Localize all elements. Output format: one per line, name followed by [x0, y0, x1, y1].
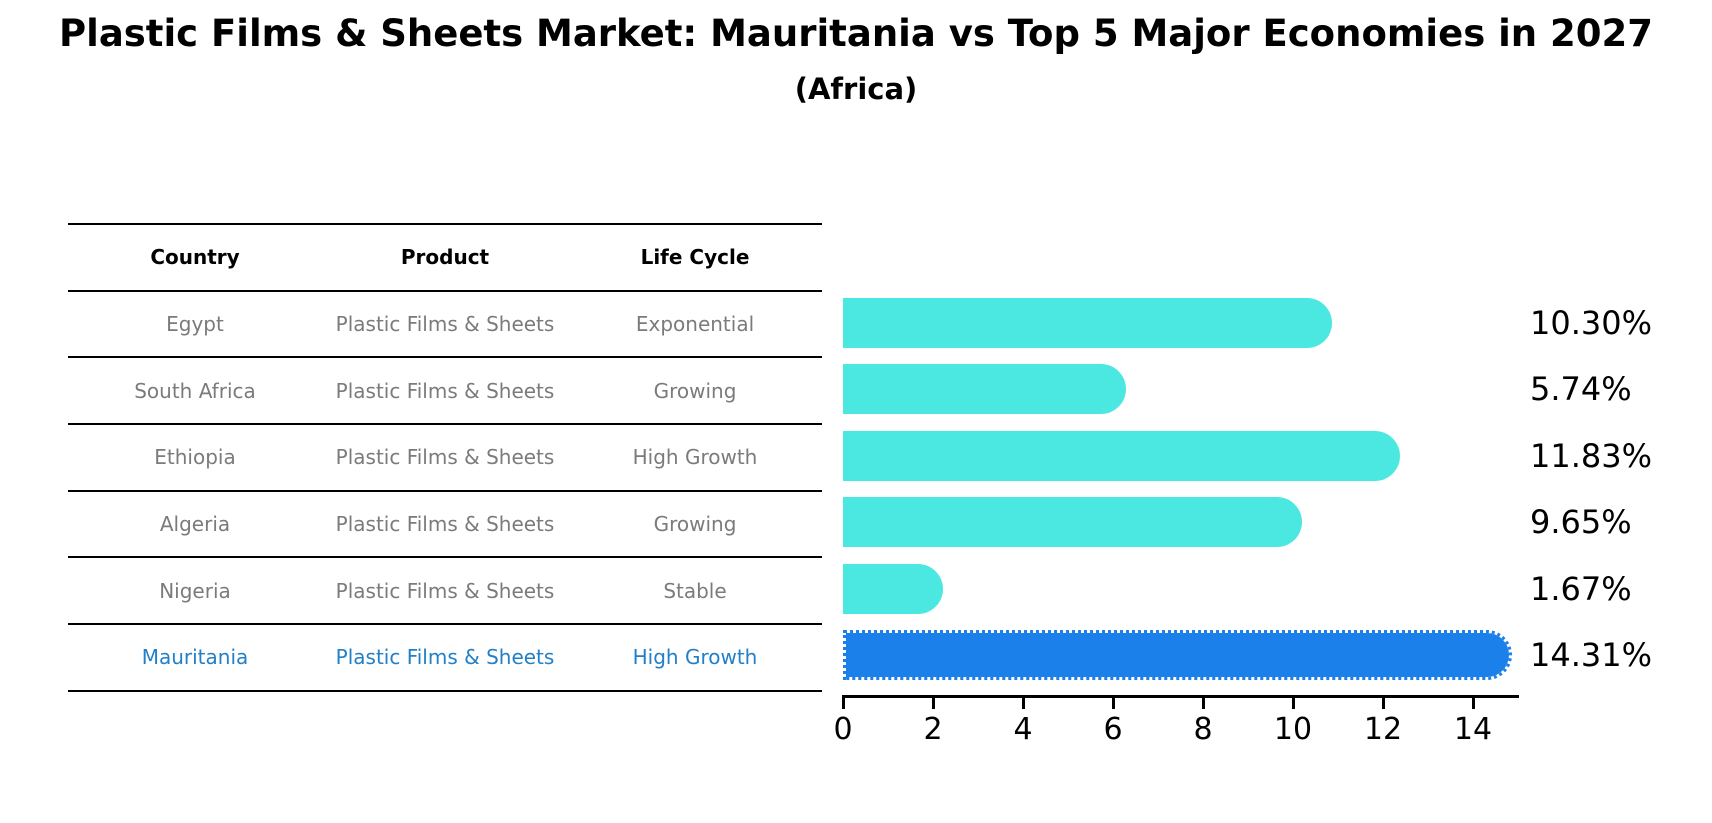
x-tick-label: 14 — [1453, 712, 1493, 747]
x-tick — [1201, 695, 1205, 709]
table-cell-life_cycle: High Growth — [632, 645, 758, 670]
chart-title: Plastic Films & Sheets Market: Mauritani… — [59, 12, 1653, 55]
bar-value-label: 9.65% — [1530, 503, 1632, 542]
x-tick — [1291, 695, 1295, 709]
table-cell-life_cycle: Exponential — [635, 312, 755, 337]
table-cell-country: South Africa — [134, 378, 256, 403]
bar — [843, 497, 1303, 548]
table-cell-life_cycle: Growing — [653, 512, 737, 537]
chart-subtitle: (Africa) — [794, 72, 918, 106]
x-tick-label: 0 — [833, 712, 853, 747]
x-tick — [1021, 695, 1025, 709]
x-tick — [1111, 695, 1115, 709]
table-rows: Egypt Plastic Films & Sheets Exponential So… — [68, 289, 822, 690]
x-tick-label: 2 — [923, 712, 943, 747]
table-cell-country: Egypt — [166, 312, 224, 337]
bar — [843, 430, 1401, 481]
table-cell-country: Nigeria — [159, 578, 231, 603]
table-cell-country: Mauritania — [141, 645, 249, 670]
x-tick-label: 8 — [1193, 712, 1213, 747]
bar — [843, 563, 944, 614]
bar-value-label: 1.67% — [1530, 569, 1632, 608]
table-cell-country: Algeria — [159, 512, 231, 537]
x-tick-label: 10 — [1273, 712, 1313, 747]
x-tick — [841, 695, 845, 709]
table-cell-country: Ethiopia — [154, 445, 236, 470]
table-row: Nigeria Plastic Films & Sheets Stable — [68, 556, 822, 623]
table-header-cell: Country — [150, 245, 240, 270]
table-row: South Africa Plastic Films & Sheets Growin… — [68, 356, 822, 423]
bar-value-label: 10.30% — [1530, 304, 1653, 342]
table-cell-product: Plastic Films & Sheets — [335, 512, 555, 537]
table-header-row: Country Product Life Cycle — [68, 223, 822, 290]
table-cell-product: Plastic Films & Sheets — [335, 312, 555, 337]
bar — [843, 298, 1332, 348]
bar-highlight — [843, 630, 1512, 680]
table-row: Algeria Plastic Films & Sheets Growing — [68, 489, 822, 557]
table-row: Egypt Plastic Films & Sheets Exponential — [68, 289, 822, 357]
table-cell-life_cycle: Growing — [653, 378, 737, 403]
x-tick-label: 12 — [1363, 712, 1403, 747]
table-cell-life_cycle: Stable — [663, 578, 727, 603]
x-tick-label: 4 — [1013, 712, 1033, 747]
bar — [843, 364, 1127, 415]
table-cell-product: Plastic Films & Sheets — [335, 445, 555, 470]
x-tick — [1381, 695, 1385, 709]
bar-value-label: 14.31% — [1530, 636, 1653, 674]
table-cell-product: Plastic Films & Sheets — [335, 578, 555, 603]
table-row: Mauritania Plastic Films & Sheets High Gro… — [68, 623, 822, 690]
table-cell-product: Plastic Films & Sheets — [335, 645, 555, 670]
table-row: Ethiopia Plastic Films & Sheets High Growt… — [68, 423, 822, 490]
table-header-cell: Product — [400, 245, 490, 270]
bar-value-label: 5.74% — [1530, 370, 1632, 409]
x-tick — [931, 695, 935, 709]
table-cell-product: Plastic Films & Sheets — [335, 378, 555, 403]
data-table: Country Product Life Cycle Egypt Plastic Fi… — [68, 223, 822, 692]
x-axis-line — [843, 695, 1519, 698]
table-header-cell: Life Cycle — [640, 245, 750, 270]
table-cell-life_cycle: High Growth — [632, 445, 758, 470]
bar-value-label: 11.83% — [1530, 436, 1653, 475]
x-tick-label: 6 — [1103, 712, 1123, 747]
x-tick — [1471, 695, 1475, 709]
